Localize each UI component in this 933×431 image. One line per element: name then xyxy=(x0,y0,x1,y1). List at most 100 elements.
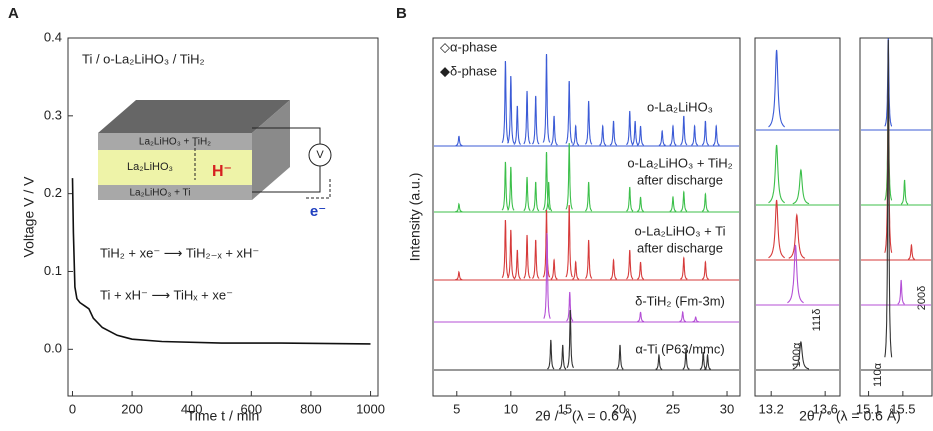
x-tick-label: 400 xyxy=(181,401,203,416)
series-label: o-La₂LiHO₃ + Ti xyxy=(635,223,726,238)
peak xyxy=(523,234,531,279)
peak xyxy=(513,105,521,145)
x-axis-label: 2θ / ° (λ = 0.6 Å) xyxy=(535,408,637,424)
y-axis-label: Voltage V / V xyxy=(21,176,37,258)
layer-label: La₂LiHO₃ + Ti xyxy=(129,188,190,199)
arrow xyxy=(306,178,331,199)
peak xyxy=(616,344,624,370)
layer-middle xyxy=(98,150,252,185)
peak xyxy=(585,181,593,212)
x-tick-label: 13.6 xyxy=(813,401,838,416)
peak xyxy=(507,229,515,279)
peak xyxy=(542,151,551,210)
peak xyxy=(626,110,634,146)
voltage-line xyxy=(71,178,371,345)
wire xyxy=(252,165,321,193)
peak xyxy=(792,340,810,370)
peak xyxy=(884,38,893,127)
peak xyxy=(455,202,463,213)
peak xyxy=(507,166,515,211)
peak xyxy=(658,129,666,146)
peak xyxy=(626,249,634,280)
series-label: o-La₂LiHO₃ + TiH₂ xyxy=(627,155,732,170)
peak xyxy=(768,144,785,204)
peak xyxy=(542,209,551,278)
x-tick-label: 15.1 xyxy=(856,401,881,416)
slab-top xyxy=(98,100,290,133)
plot-frame xyxy=(432,37,741,397)
peak xyxy=(691,124,699,146)
peak xyxy=(712,124,720,146)
peak xyxy=(532,181,540,212)
series-label: o-La₂LiHO₃ xyxy=(647,99,713,114)
peak xyxy=(501,60,510,144)
peak xyxy=(680,115,688,146)
peak xyxy=(566,291,574,322)
x-tick-label: 15.5 xyxy=(890,401,915,416)
peak xyxy=(550,115,558,146)
annotation: Ti + xH⁻ ⟶ TiHₓ + xe⁻ xyxy=(100,287,233,302)
x-tick-label: 1000 xyxy=(356,401,385,416)
peak xyxy=(455,270,463,281)
peak xyxy=(788,212,806,259)
y-tick-label: 0.0 xyxy=(44,341,62,356)
series-label: α-Ti (P63/mmc) xyxy=(635,341,724,356)
peak xyxy=(507,75,515,144)
series-label: after discharge xyxy=(637,172,723,187)
peak xyxy=(636,125,644,146)
peak xyxy=(704,353,712,370)
x-tick-label: 10 xyxy=(504,401,518,416)
peak xyxy=(680,256,688,280)
peak xyxy=(631,120,639,146)
slab-side xyxy=(252,100,290,200)
annotation: TiH₂ + xe⁻ ⟶ TiH₂₋ₓ + xH⁻ xyxy=(100,245,259,260)
ion-label: H⁻ xyxy=(212,163,232,180)
y-axis-label: Intensity (a.u.) xyxy=(407,173,423,262)
layer-label: La₂LiHO₃ + TiH₂ xyxy=(139,137,211,148)
y-tick-label: 0.2 xyxy=(44,185,62,200)
electron-label: e⁻ xyxy=(310,203,326,220)
peak xyxy=(692,316,699,323)
x-tick-label: 600 xyxy=(240,401,262,416)
peak xyxy=(701,192,709,212)
peak-label: 110α xyxy=(872,362,884,387)
peak xyxy=(523,176,531,212)
peak xyxy=(787,244,804,304)
y-tick-label: 0.1 xyxy=(44,263,62,278)
peak xyxy=(900,179,909,205)
peak xyxy=(636,196,644,212)
meter-label: V xyxy=(316,149,324,161)
voltmeter xyxy=(308,143,332,167)
cell-diagram: La₂LiHO₃ + TiH₂ La₂LiHO₃ La₂LiHO₃ + Ti H… xyxy=(98,100,332,220)
x-tick-label: 15 xyxy=(558,401,572,416)
y-tick-label: 0.4 xyxy=(44,29,62,44)
peak xyxy=(701,260,709,280)
peak xyxy=(501,219,510,279)
peak xyxy=(565,204,573,278)
peak xyxy=(523,90,531,145)
x-tick-label: 30 xyxy=(720,401,734,416)
peak xyxy=(637,311,645,323)
peak xyxy=(566,309,574,369)
peak xyxy=(542,53,551,143)
layer-bottom xyxy=(98,185,252,200)
peak xyxy=(897,279,905,305)
peak xyxy=(543,232,551,319)
layer-label: La₂LiHO₃ xyxy=(127,161,173,173)
peak xyxy=(669,195,677,212)
peak xyxy=(531,95,540,145)
series-label: after discharge xyxy=(637,240,723,255)
peak xyxy=(609,120,618,146)
peak xyxy=(572,260,580,280)
peak-label: 111δ xyxy=(811,309,823,332)
panel-label: B xyxy=(396,5,407,22)
x-tick-label: 800 xyxy=(300,401,322,416)
peak xyxy=(679,310,687,323)
x-tick-label: 5 xyxy=(453,401,460,416)
peak xyxy=(455,135,463,147)
legend-entry: ◆δ-phase xyxy=(440,63,497,78)
peak xyxy=(682,349,690,370)
peak xyxy=(626,186,634,212)
x-tick-label: 200 xyxy=(121,401,143,416)
